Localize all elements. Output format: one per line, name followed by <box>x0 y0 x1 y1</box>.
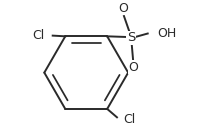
Text: O: O <box>118 2 128 15</box>
Text: Cl: Cl <box>32 29 44 42</box>
Text: O: O <box>128 61 138 74</box>
Text: Cl: Cl <box>123 113 136 126</box>
Text: S: S <box>127 31 135 44</box>
Text: OH: OH <box>157 27 176 40</box>
